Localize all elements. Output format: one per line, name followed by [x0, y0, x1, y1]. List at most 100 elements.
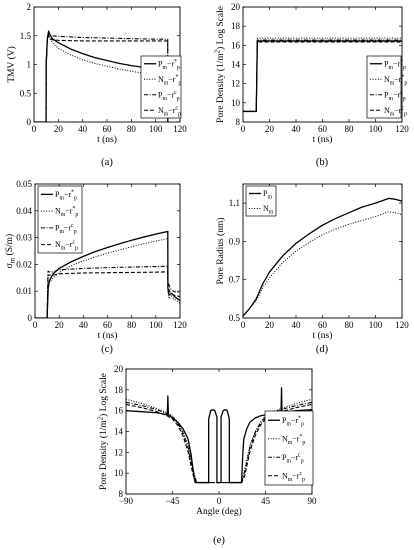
y-tick-label: 0: [28, 313, 33, 323]
y-tick-label: 8: [236, 117, 241, 127]
legend-box: [37, 185, 83, 254]
x-tick-label: 80: [127, 320, 137, 330]
legend-box: [264, 410, 314, 486]
legend-label: Pm: [263, 189, 272, 201]
y-tick-label: 1.5: [20, 31, 32, 41]
x-tick-label: 20: [265, 320, 275, 330]
legend-label: Nm−rcp: [158, 105, 181, 117]
series-line-2: [243, 37, 402, 112]
x-tick-label: 45: [261, 496, 271, 506]
legend: Pm Nm: [245, 185, 277, 217]
x-tick-label: 60: [103, 124, 113, 134]
y-axis-label: σm (S/m): [4, 234, 17, 268]
legend: Pm−r*p Nm−r*p Pm−rcp Nm−rcp: [264, 410, 314, 486]
legend-label: Pm−r*p: [158, 59, 180, 71]
legend-label: Pm−rcp: [55, 223, 77, 235]
y-tick-label: 20: [114, 364, 124, 374]
y-tick-label: 16: [231, 40, 241, 50]
x-tick-label: 80: [345, 320, 355, 330]
legend-label: Nm−rcp: [282, 471, 305, 483]
x-tick-label: 60: [103, 320, 113, 330]
panel-caption: (d): [316, 344, 329, 355]
y-tick-label: 0.7: [229, 275, 241, 285]
legend-label: Nm−rcp: [55, 240, 78, 252]
x-axis-label: t (ns): [313, 134, 333, 145]
x-tick-label: 100: [369, 320, 383, 330]
legend: Pm−r*p Nm−r*p Pm−rcp Nm−rcp: [140, 55, 182, 119]
y-tick-label: 8: [119, 489, 124, 499]
y-tick-label: 16: [114, 406, 124, 416]
legend-label: Pm−r*p: [282, 415, 304, 427]
y-tick-label: 1.1: [229, 198, 240, 208]
legend-label: Pm−r*p: [384, 59, 406, 71]
panel-caption: (a): [101, 157, 113, 168]
y-tick-label: 0.05: [16, 179, 32, 189]
y-tick-label: 12: [114, 447, 123, 457]
y-tick-label: 0.04: [16, 206, 32, 216]
legend-label: Pm−rcp: [384, 90, 406, 102]
series-line-4: [35, 271, 180, 318]
x-tick-label: 40: [78, 124, 88, 134]
legend-box: [366, 55, 402, 119]
x-tick-label: 120: [173, 320, 187, 330]
series-line-1: [35, 230, 180, 318]
panel-c: 0 20 40 60 80 100 120 0 0.01 0.02 0.03 0.04 0.05 t (n…: [4, 179, 187, 355]
panel-d: 0 20 40 60 80 100 120 0.5 0.7 0.9 1.1 t (ns) Pore Ra…: [215, 183, 409, 355]
legend-label: Nm−r*p: [282, 434, 305, 446]
y-tick-label: 0: [27, 117, 32, 127]
y-tick-label: 0.02: [16, 259, 32, 269]
x-tick-label: 40: [292, 124, 302, 134]
y-tick-label: 2: [27, 2, 32, 12]
y-axis-label: Pore Radius (nm): [215, 217, 226, 284]
series-group: [243, 197, 402, 317]
legend-label: Nm: [263, 204, 274, 216]
series-line-3: [35, 265, 180, 318]
series-line-4: [243, 41, 402, 113]
series-line-2: [35, 238, 180, 318]
panel-a: 0 20 40 60 80 100 120 0 0.5 1 1.5 2 t (ns) TMV (V) Pm−…: [6, 2, 187, 168]
y-tick-label: 14: [231, 60, 241, 70]
legend-label: Nm−r*p: [158, 74, 181, 86]
y-tick-label: 10: [231, 98, 241, 108]
x-axis-label: t (ns): [313, 330, 333, 341]
x-axis-label: Angle (deg): [196, 506, 242, 517]
x-tick-label: 60: [318, 320, 328, 330]
y-tick-label: 14: [114, 427, 124, 437]
y-axis-label: Pore Density (1/m2) Log Scale: [215, 6, 227, 123]
y-tick-label: 1: [27, 60, 32, 70]
panel-caption: (e): [213, 535, 225, 546]
x-tick-label: 100: [149, 320, 163, 330]
series-line-2: [34, 34, 180, 122]
legend-label: Nm−r*p: [55, 206, 78, 218]
series-line-1: [243, 197, 402, 317]
x-tick-label: 120: [173, 124, 187, 134]
x-tick-label: 120: [395, 320, 409, 330]
x-tick-label: 0: [217, 496, 222, 506]
legend-label: Pm−r*p: [55, 189, 77, 201]
x-tick-label: 0: [33, 320, 38, 330]
x-tick-label: 60: [318, 124, 328, 134]
y-axis-label: Pore Density (1/m2) Log Scale: [98, 373, 110, 490]
panel-caption: (c): [101, 344, 113, 355]
x-tick-label: 100: [369, 124, 383, 134]
y-tick-label: 0.5: [20, 88, 32, 98]
x-tick-label: 0: [241, 320, 246, 330]
x-tick-label: 80: [345, 124, 355, 134]
series-group: [35, 230, 180, 318]
y-tick-label: 18: [231, 21, 241, 31]
x-tick-label: 0: [32, 124, 37, 134]
panel-e: −90 −45 0 45 90 8 10 12 14 16 18 20 Angle (deg) Pore …: [98, 364, 318, 546]
y-tick-label: 20: [231, 2, 241, 12]
x-tick-label: 20: [265, 124, 275, 134]
x-tick-label: 0: [241, 124, 246, 134]
x-tick-label: 90: [308, 496, 318, 506]
legend-box: [245, 185, 277, 217]
y-tick-label: 12: [231, 79, 240, 89]
x-tick-label: 40: [79, 320, 89, 330]
panel-b: 0 20 40 60 80 100 120 8 10 12 14 16 18 20 t (ns) Pore D…: [215, 2, 410, 168]
legend-label: Pm−rcp: [158, 90, 180, 102]
x-tick-label: 100: [149, 124, 163, 134]
x-tick-label: 20: [54, 124, 64, 134]
y-tick-label: 0.03: [16, 233, 32, 243]
